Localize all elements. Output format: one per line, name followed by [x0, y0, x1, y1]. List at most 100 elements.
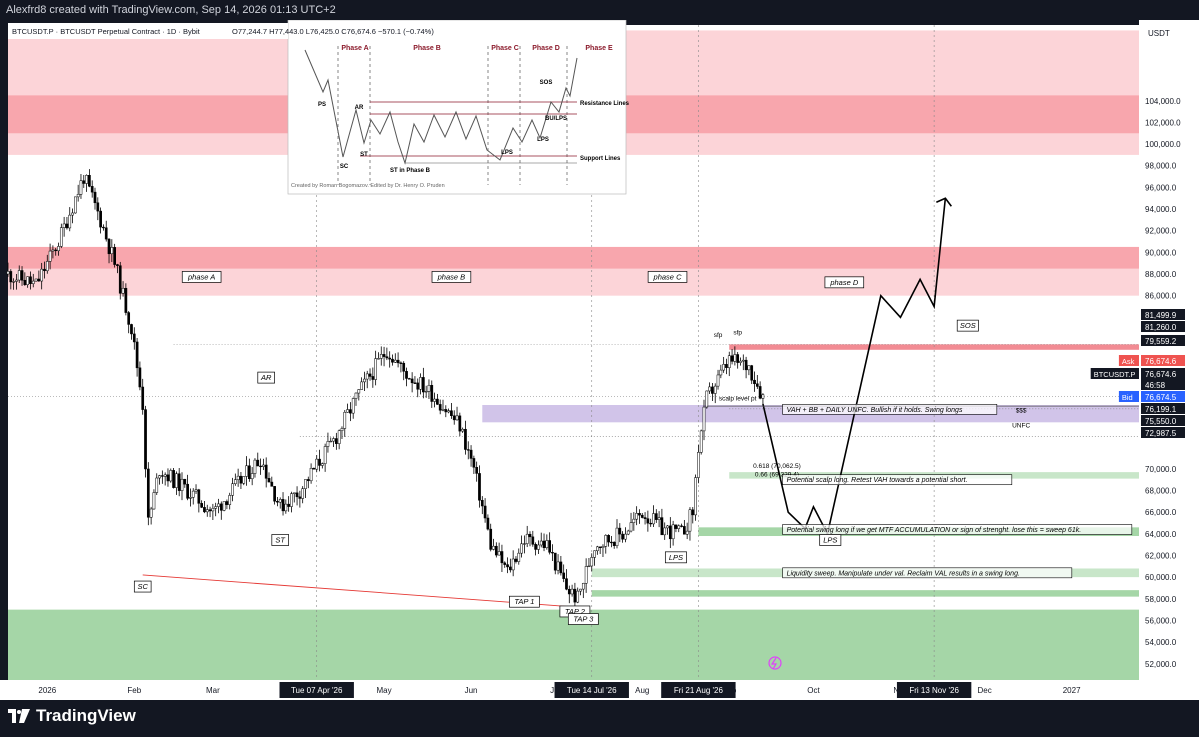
inset-event-label: LPS: [501, 150, 513, 156]
annotation-label: AR: [260, 373, 272, 382]
annotation-label: LPS: [669, 553, 683, 562]
candle: [169, 468, 173, 483]
price-tag-box: [1090, 368, 1139, 379]
candle: [287, 496, 290, 512]
candle: [48, 243, 52, 270]
price-label-box: [1141, 321, 1185, 332]
price-label-box: [1141, 368, 1185, 379]
candle: [688, 507, 692, 541]
candle: [172, 467, 175, 489]
candle: [730, 348, 734, 365]
candle: [208, 506, 212, 518]
candle: [382, 346, 386, 367]
price-tick-label: 60,000.0: [1145, 573, 1177, 582]
candle: [233, 473, 237, 486]
candle: [59, 223, 63, 249]
candle: [391, 354, 394, 366]
candle: [329, 437, 333, 443]
price-tick-label: 102,000.0: [1145, 118, 1181, 127]
price-label-box: [1141, 309, 1185, 320]
replay-icon: [768, 656, 782, 670]
candle: [537, 540, 540, 555]
candle: [640, 512, 644, 519]
candle: [130, 323, 133, 340]
candle: [124, 283, 128, 316]
candle: [660, 508, 664, 536]
candle: [127, 311, 131, 334]
candle: [76, 184, 80, 202]
candle: [349, 402, 352, 422]
candle: [666, 524, 669, 535]
price-tick-label: 56,000.0: [1145, 616, 1177, 625]
annotation-label: $$$: [1016, 408, 1027, 415]
candle: [517, 548, 521, 565]
price-label-box: [1141, 403, 1185, 414]
candle: [113, 243, 116, 268]
candle: [214, 502, 218, 517]
candle: [354, 392, 358, 406]
candle: [422, 367, 425, 399]
candle: [559, 555, 563, 576]
candle: [121, 281, 125, 297]
price-label: 75,550.0: [1145, 417, 1177, 426]
zone-support-3: [591, 590, 1139, 597]
candle: [402, 361, 406, 381]
annotation-label: scalp level pt: [719, 396, 757, 403]
price-tick-label: 96,000.0: [1145, 183, 1177, 192]
price-label: 79,559.2: [1145, 337, 1177, 346]
candle: [132, 327, 136, 350]
candle: [562, 564, 566, 583]
price-tag-box: [1118, 391, 1139, 402]
price-tick-label: 92,000.0: [1145, 227, 1177, 236]
candle: [565, 569, 568, 591]
candle: [500, 544, 504, 573]
candle: [685, 522, 689, 540]
candle: [514, 556, 518, 564]
price-tick-label: 100,000.0: [1145, 140, 1181, 149]
time-tick-label: Dec: [978, 686, 992, 695]
candle: [461, 427, 464, 433]
candle: [464, 420, 467, 455]
candle: [365, 370, 369, 389]
candle: [711, 382, 714, 402]
inset-event-label: AR: [355, 105, 364, 111]
inset-event-label: Resistance Lines: [580, 101, 630, 107]
candle: [596, 545, 599, 555]
candle: [301, 486, 305, 504]
candle: [211, 503, 215, 521]
candle: [90, 180, 94, 198]
candle: [736, 351, 740, 369]
candle: [702, 399, 706, 441]
time-highlight-label: Tue 14 Jul '26: [567, 686, 617, 695]
candle: [26, 276, 29, 288]
candle: [646, 510, 650, 532]
candle: [441, 399, 445, 412]
price-label: 81,499.9: [1145, 311, 1177, 320]
candle: [200, 500, 203, 509]
candle: [587, 557, 591, 568]
candle: [82, 175, 86, 188]
candle: [318, 449, 321, 472]
candle: [520, 535, 523, 558]
candle: [506, 557, 509, 574]
candle: [189, 488, 192, 507]
candle: [483, 498, 487, 523]
candle: [539, 532, 543, 548]
candle: [292, 492, 296, 503]
tradingview-logo[interactable]: TradingView: [8, 706, 136, 726]
candle: [250, 467, 254, 486]
candle: [337, 429, 341, 450]
candle: [31, 273, 35, 288]
candle: [671, 520, 675, 546]
annotation-box: [271, 534, 289, 546]
candle: [635, 506, 638, 526]
price-tick-label: 104,000.0: [1145, 97, 1181, 106]
candle: [697, 444, 700, 484]
candle: [447, 408, 450, 414]
candle: [203, 501, 206, 514]
candle: [74, 196, 77, 214]
candle: [750, 364, 754, 385]
candle: [79, 174, 83, 199]
candle: [183, 478, 187, 488]
price-chart[interactable]: phase A phase B phase C phase D SOS AR ST SC TAP…: [0, 20, 1199, 700]
